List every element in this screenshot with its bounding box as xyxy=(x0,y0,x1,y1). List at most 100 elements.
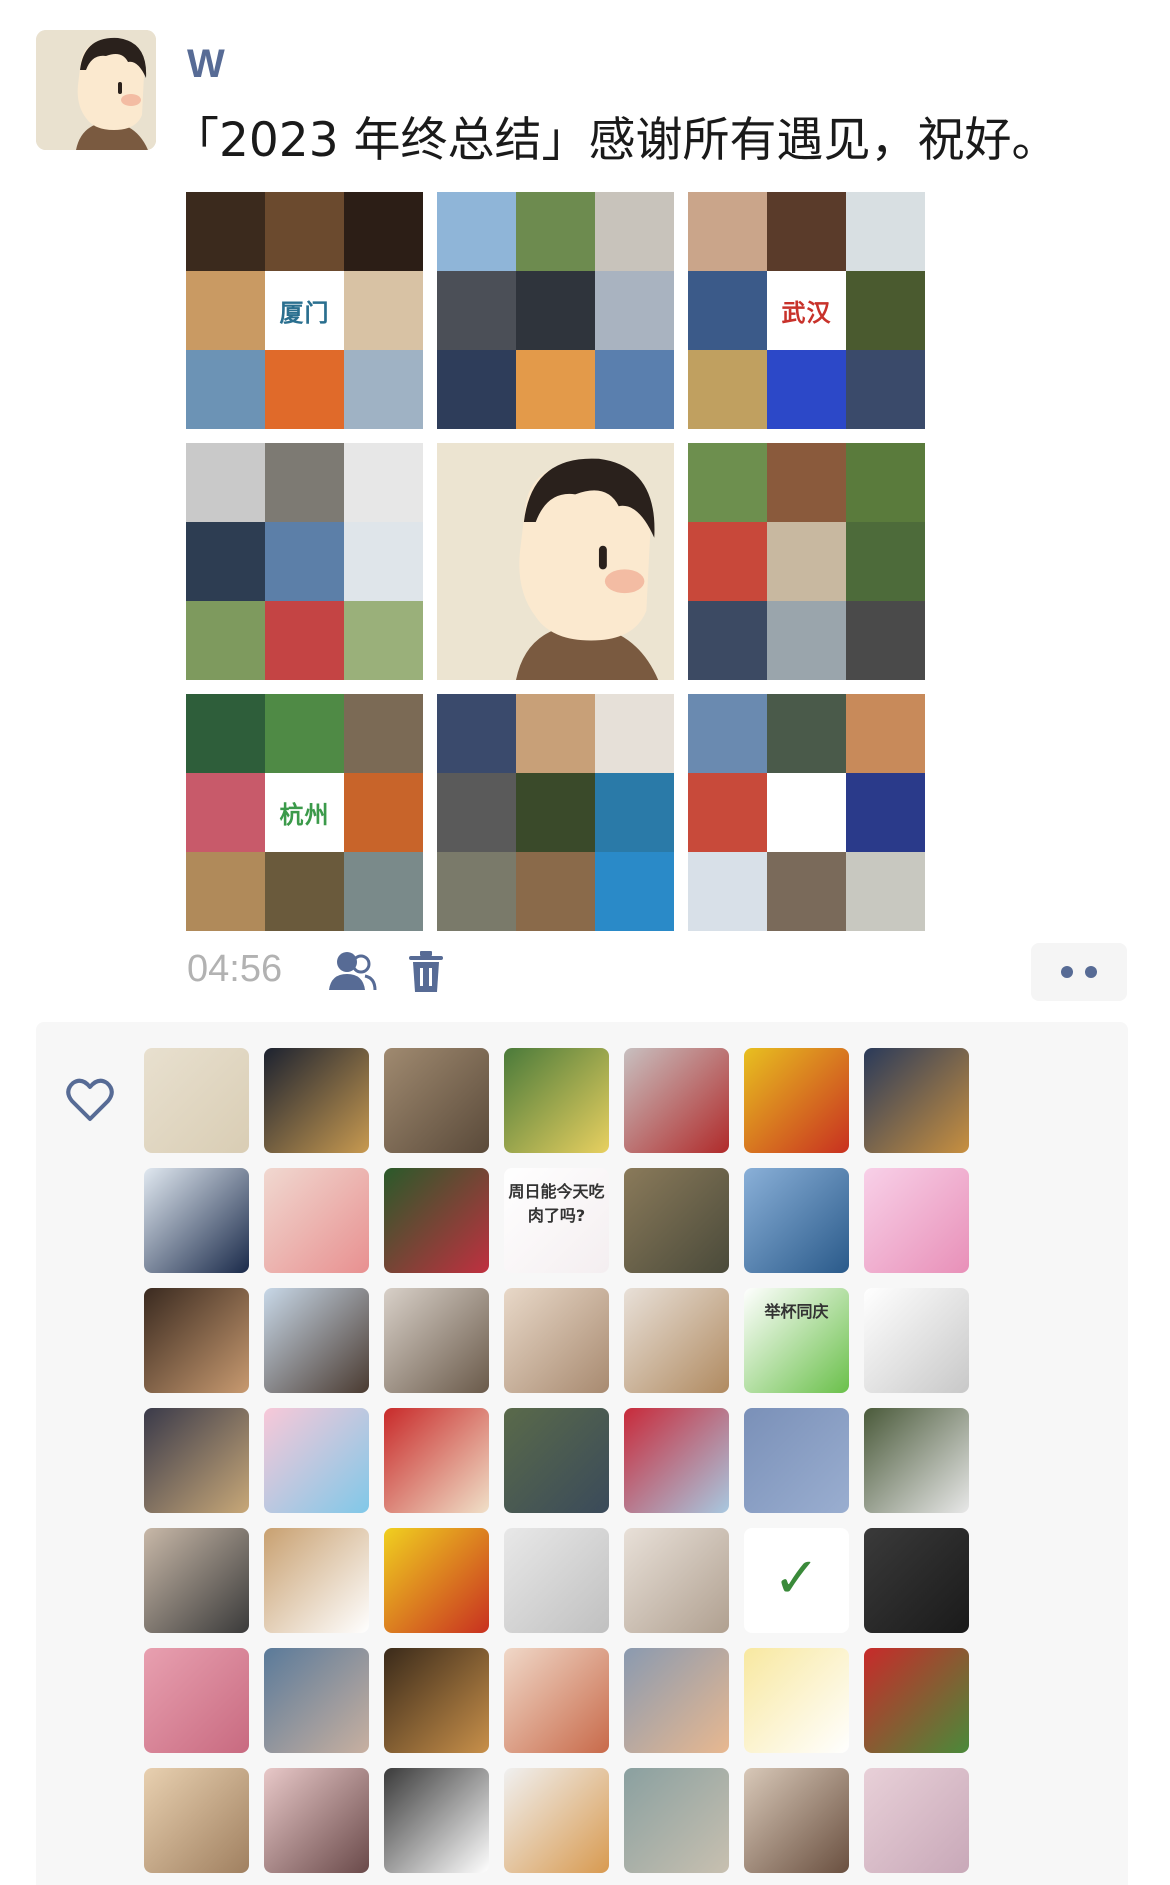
liker-avatar[interactable] xyxy=(144,1288,249,1393)
post-photo[interactable] xyxy=(186,443,423,680)
liker-avatar[interactable] xyxy=(384,1408,489,1513)
photo-tile xyxy=(688,522,767,601)
liker-avatar[interactable] xyxy=(864,1288,969,1393)
liker-avatar[interactable] xyxy=(264,1168,369,1273)
liker-avatar[interactable] xyxy=(384,1048,489,1153)
liker-avatar[interactable] xyxy=(264,1408,369,1513)
liker-avatar[interactable] xyxy=(864,1408,969,1513)
author-avatar[interactable] xyxy=(36,30,156,150)
liker-avatar[interactable] xyxy=(504,1648,609,1753)
photo-tile xyxy=(186,852,265,931)
post-photo[interactable]: 杭州 xyxy=(186,694,423,931)
liker-avatar[interactable] xyxy=(624,1768,729,1873)
photo-tile xyxy=(767,773,846,852)
liker-avatar[interactable] xyxy=(864,1528,969,1633)
photo-tile xyxy=(846,522,925,601)
liker-avatar[interactable] xyxy=(744,1648,849,1753)
photo-tile xyxy=(437,192,516,271)
liker-avatar[interactable] xyxy=(264,1288,369,1393)
dot-icon xyxy=(1061,966,1073,978)
post-text: 「2023 年终总结」感谢所有遇见，祝好。 xyxy=(172,113,1059,168)
liker-avatar[interactable] xyxy=(384,1168,489,1273)
post-photo[interactable]: 武汉 xyxy=(688,192,925,429)
liker-avatar[interactable] xyxy=(624,1648,729,1753)
author-name[interactable]: W xyxy=(187,42,225,86)
liker-avatar[interactable] xyxy=(504,1408,609,1513)
liker-avatar[interactable] xyxy=(744,1168,849,1273)
photo-tile xyxy=(688,694,767,773)
liker-avatar[interactable] xyxy=(144,1048,249,1153)
liker-avatar[interactable] xyxy=(144,1768,249,1873)
liker-avatar[interactable] xyxy=(384,1288,489,1393)
liker-avatar[interactable] xyxy=(504,1288,609,1393)
liker-avatar[interactable] xyxy=(144,1528,249,1633)
liker-avatar[interactable]: 举杯同庆 xyxy=(744,1288,849,1393)
liker-avatar[interactable] xyxy=(744,1768,849,1873)
photo-tile xyxy=(186,443,265,522)
liker-avatar[interactable] xyxy=(264,1768,369,1873)
liker-avatar[interactable] xyxy=(144,1648,249,1753)
photo-tile xyxy=(688,443,767,522)
post-photo[interactable] xyxy=(437,443,674,680)
photo-tile xyxy=(265,694,344,773)
liker-avatar[interactable] xyxy=(504,1048,609,1153)
photo-tile xyxy=(344,694,423,773)
photo-tile xyxy=(186,350,265,429)
liker-avatar[interactable] xyxy=(384,1648,489,1753)
liker-avatar[interactable] xyxy=(624,1528,729,1633)
photo-tile xyxy=(344,601,423,680)
photo-tile xyxy=(688,271,767,350)
liker-avatar[interactable] xyxy=(744,1408,849,1513)
liker-avatar[interactable] xyxy=(504,1528,609,1633)
photo-tile xyxy=(186,271,265,350)
liker-avatar[interactable] xyxy=(264,1048,369,1153)
photo-tile xyxy=(846,773,925,852)
photo-tile xyxy=(688,852,767,931)
photo-tile xyxy=(516,192,595,271)
photo-tile xyxy=(846,852,925,931)
post-photo[interactable]: 厦门 xyxy=(186,192,423,429)
photo-tile xyxy=(516,852,595,931)
liker-avatar[interactable]: 周日能今天吃肉了吗? xyxy=(504,1168,609,1273)
photo-tile xyxy=(767,522,846,601)
avatar-caption: 周日能今天吃肉了吗? xyxy=(508,1182,605,1225)
liker-avatar[interactable] xyxy=(624,1288,729,1393)
photo-tile xyxy=(265,350,344,429)
more-actions-button[interactable] xyxy=(1031,943,1127,1001)
photo-tile xyxy=(344,773,423,852)
city-label: 厦门 xyxy=(265,271,344,350)
liker-avatar[interactable] xyxy=(264,1528,369,1633)
trash-icon[interactable] xyxy=(407,950,445,994)
photo-tile xyxy=(767,694,846,773)
photo-tile xyxy=(265,522,344,601)
photo-tile xyxy=(265,443,344,522)
liker-avatar[interactable] xyxy=(624,1408,729,1513)
photo-tile xyxy=(846,443,925,522)
photo-tile xyxy=(265,852,344,931)
post-photo[interactable] xyxy=(437,694,674,931)
liker-avatar[interactable] xyxy=(624,1048,729,1153)
post-photo[interactable] xyxy=(437,192,674,429)
post-photo[interactable] xyxy=(688,443,925,680)
liker-avatar[interactable] xyxy=(144,1408,249,1513)
liker-avatar[interactable] xyxy=(864,1168,969,1273)
photo-tile xyxy=(688,773,767,852)
photo-tile xyxy=(516,271,595,350)
liker-avatar[interactable] xyxy=(864,1048,969,1153)
liker-avatar[interactable] xyxy=(864,1648,969,1753)
liker-avatar[interactable] xyxy=(144,1168,249,1273)
post-photo[interactable] xyxy=(688,694,925,931)
photo-tile xyxy=(265,601,344,680)
visible-to-friends-icon[interactable] xyxy=(327,950,377,992)
liker-avatar[interactable] xyxy=(864,1768,969,1873)
liker-avatar[interactable] xyxy=(504,1768,609,1873)
photo-tile xyxy=(344,522,423,601)
liker-avatar[interactable] xyxy=(624,1168,729,1273)
photo-tile xyxy=(344,271,423,350)
liker-avatar[interactable] xyxy=(384,1528,489,1633)
liker-avatar[interactable] xyxy=(264,1648,369,1753)
liker-avatar[interactable] xyxy=(384,1768,489,1873)
liker-avatar[interactable]: ✓ xyxy=(744,1528,849,1633)
photo-tile xyxy=(767,852,846,931)
liker-avatar[interactable] xyxy=(744,1048,849,1153)
